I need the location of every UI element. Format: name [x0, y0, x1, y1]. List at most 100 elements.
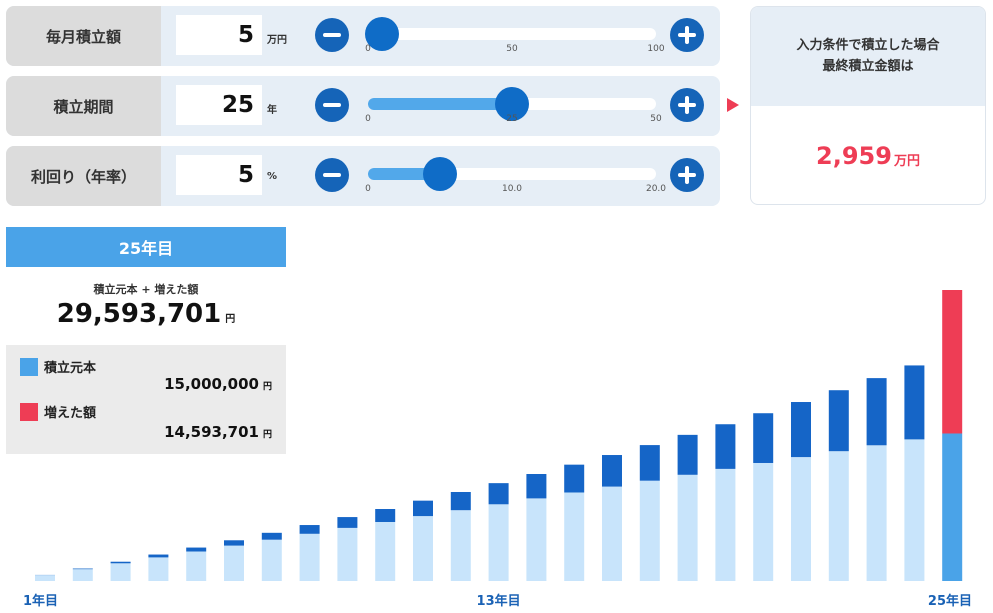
period-unit: 年 [267, 105, 277, 116]
period-decrease-button[interactable] [315, 88, 349, 122]
result-heading-line1: 入力条件で積立した場合 [796, 37, 940, 53]
bar-principal-22[interactable] [828, 451, 849, 581]
bar-gain-13[interactable] [488, 483, 509, 505]
principal-swatch [20, 357, 38, 376]
bar-principal-11[interactable] [413, 516, 433, 581]
bar-principal-3[interactable] [110, 563, 131, 581]
bar-gain-5[interactable] [186, 547, 207, 552]
slider-tick-max: 20.0 [645, 184, 667, 194]
monthly-amount-label: 毎月積立額 [6, 6, 161, 66]
bar-principal-8[interactable] [299, 533, 320, 581]
yield-label: 利回り（年率） [6, 146, 161, 206]
bar-gain-14[interactable] [526, 474, 547, 499]
monthly-amount-unit: 万円 [267, 35, 287, 46]
period-label: 積立期間 [6, 76, 161, 136]
x-tick-label: 1年目 [23, 593, 58, 609]
bar-principal-4[interactable] [148, 557, 169, 581]
period-input[interactable]: 25 [176, 85, 262, 125]
bar-gain-17[interactable] [639, 445, 660, 481]
monthly-amount-row: 毎月積立額 5 万円 0 50 100 [6, 6, 720, 66]
x-tick-label: 13年目 [477, 593, 521, 609]
yield-increase-button[interactable] [670, 158, 704, 192]
bar-principal-15[interactable] [564, 492, 585, 581]
bar-principal-12[interactable] [450, 510, 471, 581]
bar-principal-19[interactable] [715, 468, 736, 581]
panel-title: 25年目 [6, 227, 286, 267]
bar-principal-17[interactable] [639, 480, 660, 581]
slider-thumb[interactable] [365, 17, 400, 51]
result-heading: 入力条件で積立した場合 最終積立金額は [751, 7, 985, 106]
bar-gain-10[interactable] [375, 509, 396, 522]
bar-gain-16[interactable] [602, 455, 622, 487]
legend-principal-label: 積立元本 [44, 361, 97, 376]
bar-principal-2[interactable] [72, 569, 93, 581]
result-heading-line2: 最終積立金額は [822, 58, 914, 74]
yield-decrease-button[interactable] [315, 158, 349, 192]
monthly-amount-increase-button[interactable] [670, 18, 704, 52]
bar-gain-3[interactable] [110, 561, 131, 564]
bar-gain-23[interactable] [866, 378, 887, 446]
bar-principal-5[interactable] [186, 551, 207, 581]
bar-gain-8[interactable] [299, 525, 320, 534]
bar-gain-18[interactable] [677, 434, 698, 475]
bar-principal-10[interactable] [375, 521, 396, 581]
monthly-amount-input[interactable]: 5 [176, 15, 262, 55]
bar-gain-21[interactable] [791, 402, 811, 458]
bar-principal-13[interactable] [488, 504, 509, 581]
bar-gain-22[interactable] [828, 390, 849, 452]
panel-total-unit: 円 [225, 314, 236, 325]
result-arrow-icon [727, 98, 739, 112]
bar-principal-24[interactable] [904, 439, 925, 581]
period-slider[interactable]: 0 25 50 [365, 87, 662, 124]
slider-tick-min: 0 [365, 184, 371, 194]
bar-gain-11[interactable] [413, 500, 433, 517]
slider-tick-mid: 50 [506, 44, 518, 54]
bar-principal-7[interactable] [261, 539, 282, 581]
bar-principal-23[interactable] [866, 445, 887, 581]
bar-gain-24[interactable] [904, 365, 925, 440]
bar-gain-19[interactable] [715, 424, 736, 469]
bar-gain-6[interactable] [224, 540, 244, 546]
yield-row: 利回り（年率） 5 % 0 10.0 20.0 [6, 146, 720, 206]
gain-value: 14,593,701 [164, 423, 259, 441]
result-box: 入力条件で積立した場合 最終積立金額は 2,959 万円 [750, 6, 986, 205]
bar-principal-14[interactable] [526, 498, 547, 581]
slider-track[interactable] [368, 28, 656, 40]
gain-swatch [20, 402, 38, 421]
slider-thumb[interactable] [495, 87, 529, 121]
period-increase-button[interactable] [670, 88, 704, 122]
bar-principal-9[interactable] [337, 527, 358, 581]
bar-principal-6[interactable] [224, 545, 244, 581]
bar-gain-25[interactable] [942, 290, 963, 434]
panel-total-value-row: 29,593,701 円 [57, 299, 235, 329]
monthly-amount-decrease-button[interactable] [315, 18, 349, 52]
slider-fill [368, 168, 440, 180]
slider-tick-max: 100 [647, 44, 665, 54]
slider-tick-mid: 25 [506, 114, 518, 124]
legend-gain: 増えた額 [20, 402, 96, 421]
bar-gain-9[interactable] [337, 517, 358, 528]
bar-gain-4[interactable] [148, 554, 169, 558]
legend-gain-label: 増えた額 [44, 406, 97, 421]
bar-principal-1[interactable] [35, 575, 55, 581]
monthly-amount-slider[interactable]: 0 50 100 [365, 17, 665, 54]
yield-unit: % [267, 171, 278, 182]
bar-principal-18[interactable] [677, 474, 698, 581]
slider-tick-mid: 10.0 [501, 184, 523, 194]
bar-gain-2[interactable] [72, 568, 93, 570]
yield-input[interactable]: 5 [176, 155, 262, 195]
bar-principal-25[interactable] [942, 433, 963, 581]
bar-gain-15[interactable] [564, 464, 585, 493]
bar-gain-7[interactable] [261, 532, 282, 540]
bar-gain-20[interactable] [753, 413, 774, 463]
panel-total: 積立元本 + 増えた額 29,593,701 円 [6, 267, 286, 345]
bar-gain-12[interactable] [450, 491, 471, 511]
bar-principal-21[interactable] [791, 457, 811, 581]
bar-principal-16[interactable] [602, 486, 622, 581]
yield-slider[interactable]: 0 10.0 20.0 [365, 157, 666, 194]
panel-total-label: 積立元本 + 増えた額 [93, 283, 199, 296]
bar-principal-20[interactable] [753, 462, 774, 581]
slider-thumb[interactable] [423, 157, 457, 191]
gain-unit: 円 [262, 430, 272, 440]
